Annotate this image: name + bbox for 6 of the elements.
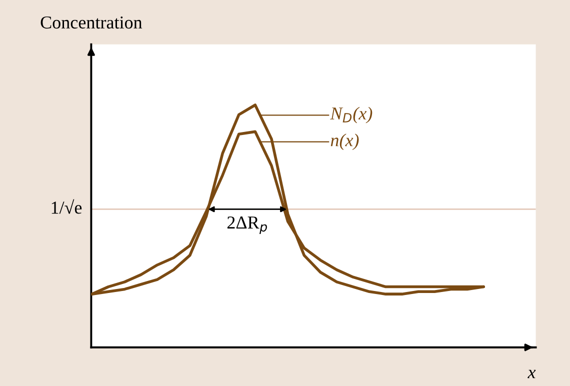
y-axis-title: Concentration	[40, 16, 142, 29]
legend-label: N$_{D}$(x)	[330, 106, 372, 124]
ref-line-label: 1/√e	[52, 199, 82, 214]
x-axis-title: x	[528, 370, 536, 378]
legend-label: n(x)	[330, 134, 359, 150]
annotation: 2ΔR$_{p}$	[227, 216, 267, 234]
